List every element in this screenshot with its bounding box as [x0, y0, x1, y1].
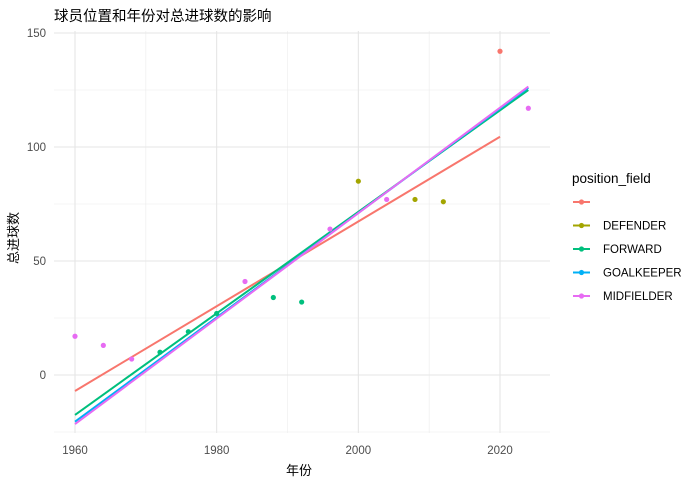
- data-point: [525, 105, 531, 111]
- legend-label: DEFENDER: [603, 221, 666, 233]
- data-points: [72, 48, 531, 362]
- plot-panel: [54, 31, 550, 433]
- chart-title: 球员位置和年份对总进球数的影响: [54, 8, 272, 25]
- legend-item: GOALKEEPER: [573, 268, 682, 280]
- fit-line: [74, 135, 501, 392]
- data-point: [299, 299, 305, 305]
- data-point: [384, 196, 390, 203]
- legend-key-point: [578, 269, 585, 276]
- y-tick-label: 150: [27, 28, 46, 40]
- data-point: [129, 356, 135, 362]
- data-point: [355, 178, 361, 184]
- legend-item: MIDFIELDER: [573, 291, 673, 303]
- data-point: [497, 48, 503, 54]
- data-point: [242, 278, 248, 285]
- x-tick-label: 1960: [62, 445, 88, 457]
- x-tick-label: 2020: [487, 445, 513, 457]
- x-tick-label: 2000: [346, 445, 372, 457]
- legend-item: DEFENDER: [573, 221, 666, 233]
- data-point: [412, 196, 418, 203]
- data-point: [185, 329, 191, 335]
- data-point: [440, 199, 446, 205]
- y-axis-title: 总进球数: [7, 212, 22, 264]
- legend-label: GOALKEEPER: [603, 268, 682, 280]
- fit-lines: [74, 85, 529, 425]
- x-axis-title: 年份: [286, 464, 312, 479]
- y-tick-label: 100: [27, 142, 46, 154]
- legend-key-point: [578, 199, 585, 205]
- fit-line: [74, 85, 529, 425]
- legend-key-point: [578, 293, 585, 299]
- legend: position_field DEFENDER FORWARD GOALKEEPER…: [572, 171, 682, 303]
- legend-item: [573, 199, 590, 205]
- data-point: [100, 342, 106, 348]
- data-point: [327, 226, 333, 232]
- x-tick-label: 1980: [204, 445, 230, 457]
- data-point: [72, 333, 78, 339]
- legend-title: position_field: [572, 171, 651, 186]
- data-point: [157, 349, 163, 355]
- y-tick-label: 50: [33, 256, 46, 268]
- data-point: [270, 294, 276, 301]
- legend-key-point: [578, 222, 585, 229]
- y-tick-label: 0: [40, 370, 46, 382]
- axis-ticks: 1960 1980 2000 2020 0 50 100 150: [27, 28, 513, 457]
- grid: [54, 31, 550, 433]
- legend-label: FORWARD: [603, 244, 662, 256]
- data-point: [214, 310, 220, 317]
- legend-item: FORWARD: [573, 244, 662, 256]
- legend-key-point: [578, 246, 585, 252]
- legend-items: DEFENDER FORWARD GOALKEEPER MIDFIELDER: [573, 199, 682, 303]
- legend-label: MIDFIELDER: [603, 291, 673, 303]
